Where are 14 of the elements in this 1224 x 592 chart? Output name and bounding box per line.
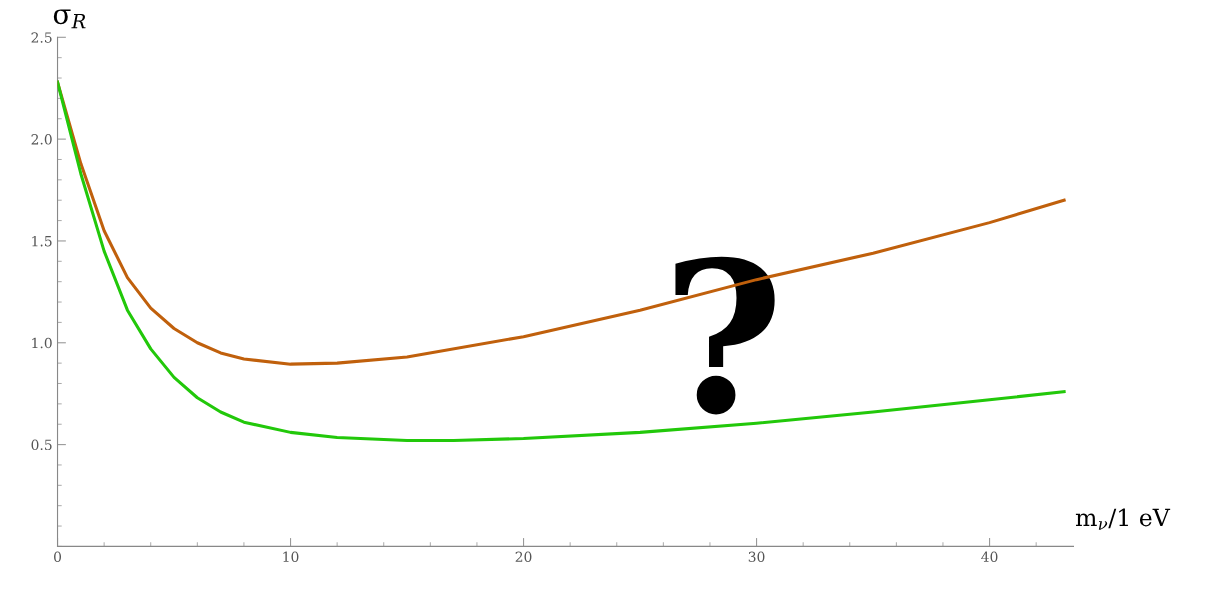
y-tick-label: 1.5 bbox=[32, 235, 52, 247]
y-axis-title: σ$_{R}$ bbox=[53, 9, 86, 29]
x-tick-label: 0 bbox=[54, 551, 62, 563]
y-tick-label: 2.0 bbox=[31, 134, 52, 145]
x-tick-label: 10 bbox=[283, 551, 299, 563]
x-tick-label: 30 bbox=[748, 551, 765, 563]
y-tick-label: 0.5 bbox=[31, 439, 52, 451]
y-tick-label: 1.0 bbox=[32, 337, 52, 349]
line-series bbox=[57, 80, 1066, 443]
x-tick-label: 40 bbox=[981, 551, 998, 563]
y-tick-label: 2.5 bbox=[31, 32, 52, 43]
annotation: ? bbox=[675, 256, 775, 415]
x-axis-title: m$_{ν}$/1 eV bbox=[1075, 508, 1171, 530]
x-tick-label: 20 bbox=[515, 551, 532, 563]
